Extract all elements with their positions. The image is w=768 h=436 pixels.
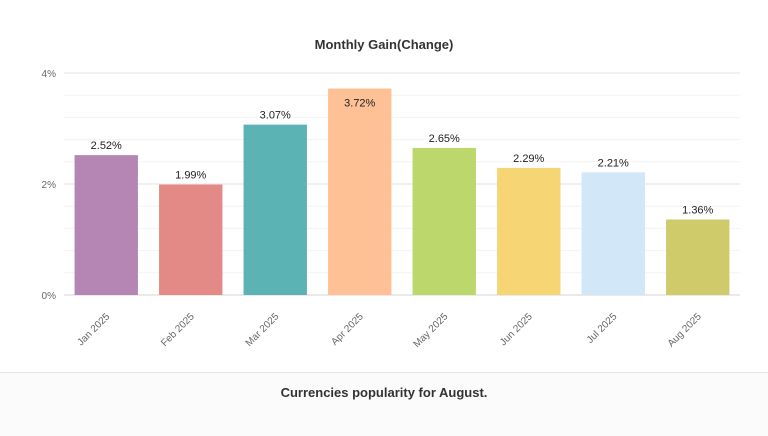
bar-chart: Monthly Gain(Change) 2.52% 1.99% 3.07% 3.72… bbox=[42, 37, 740, 350]
bar-value-label: 1.36% bbox=[682, 205, 713, 217]
x-tick-label: Apr 2025 bbox=[329, 311, 366, 348]
bar-aug-2025[interactable] bbox=[666, 219, 730, 295]
x-tick-label: Aug 2025 bbox=[666, 311, 704, 349]
x-tick-label: Feb 2025 bbox=[159, 311, 197, 349]
bar-value-label: 1.99% bbox=[175, 170, 206, 182]
x-tick-label: Jun 2025 bbox=[498, 311, 535, 348]
footer-title: Currencies popularity for August. bbox=[280, 385, 488, 400]
bar-may-2025[interactable] bbox=[412, 147, 476, 295]
bars bbox=[74, 88, 730, 296]
bar-value-label: 2.29% bbox=[513, 153, 544, 165]
chart-card: Monthly Gain(Change) 2.52% 1.99% 3.07% 3.72… bbox=[41, 37, 740, 351]
bar-jan-2025[interactable] bbox=[74, 155, 138, 295]
bar-apr-2025[interactable] bbox=[328, 88, 392, 295]
bar-feb-2025[interactable] bbox=[159, 184, 223, 295]
bar-jul-2025[interactable] bbox=[581, 172, 645, 295]
y-axis-ticks: 0% 2% 4% bbox=[42, 69, 57, 302]
bar-value-label: 2.52% bbox=[91, 140, 122, 152]
y-tick-label: 4% bbox=[42, 69, 57, 80]
y-tick-label: 0% bbox=[42, 291, 57, 302]
bar-value-label: 3.72% bbox=[344, 98, 375, 110]
x-tick-label: Jul 2025 bbox=[585, 311, 620, 346]
x-axis-ticks: Jan 2025 Feb 2025 Mar 2025 Apr 2025 May 2025… bbox=[75, 311, 704, 350]
x-tick-label: Jan 2025 bbox=[75, 311, 112, 348]
section-divider bbox=[0, 372, 768, 373]
bar-value-label: 2.65% bbox=[429, 133, 460, 145]
footer-section: Currencies popularity for August. bbox=[0, 373, 768, 436]
y-tick-label: 2% bbox=[42, 180, 57, 191]
bar-mar-2025[interactable] bbox=[243, 124, 307, 296]
x-tick-label: Mar 2025 bbox=[244, 311, 282, 349]
bar-jun-2025[interactable] bbox=[497, 167, 561, 295]
x-tick-label: May 2025 bbox=[412, 311, 451, 350]
data-labels: 2.52% 1.99% 3.07% 3.72% 2.65% 2.29% 2.21% 1.36% bbox=[91, 98, 714, 217]
chart-title: Monthly Gain(Change) bbox=[315, 37, 454, 52]
bar-value-label: 2.21% bbox=[598, 157, 629, 169]
bar-value-label: 3.07% bbox=[260, 110, 291, 122]
